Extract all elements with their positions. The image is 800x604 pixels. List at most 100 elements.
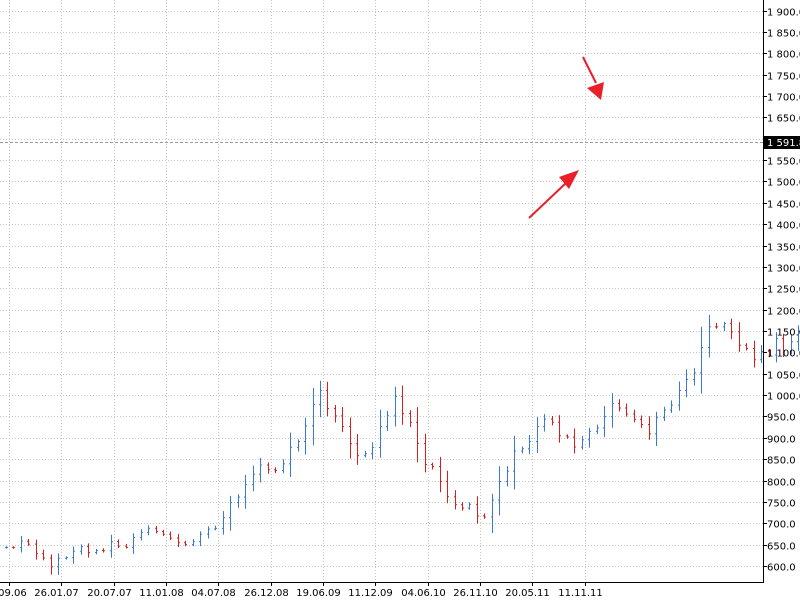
- ohlc-bar: [386, 410, 389, 431]
- y-tick-label: 700.0: [767, 520, 796, 531]
- ohlc-bar: [20, 536, 23, 553]
- x-tick-label: 01.09.06: [0, 588, 27, 599]
- ohlc-bar: [65, 556, 68, 560]
- ohlc-bar: [753, 340, 756, 368]
- ohlc-bar: [700, 326, 703, 394]
- arrow-down-head: [587, 82, 604, 100]
- ohlc-bar: [297, 439, 300, 452]
- ohlc-bar: [693, 368, 696, 386]
- ohlc-bar: [237, 494, 240, 508]
- x-tick-label: 26.01.07: [34, 588, 79, 599]
- ohlc-bar: [169, 531, 172, 541]
- ohlc-bar: [648, 416, 651, 440]
- arrow-up-head: [559, 170, 579, 189]
- x-tick-label: 20.07.07: [87, 588, 132, 599]
- ohlc-bar: [730, 318, 733, 340]
- ohlc-bar: [588, 427, 591, 448]
- ohlc-bar: [551, 416, 554, 426]
- ohlc-bar: [155, 526, 158, 534]
- ohlc-bar: [50, 554, 53, 575]
- y-tick-label: 1 700.0: [767, 93, 800, 104]
- ohlc-bar: [244, 474, 247, 509]
- ohlc-bar: [790, 334, 793, 355]
- y-tick-label: 900.0: [767, 435, 796, 446]
- ohlc-bar: [528, 434, 531, 455]
- ohlc-bar: [685, 369, 688, 398]
- ohlc-bar: [513, 435, 516, 490]
- ohlc-bar: [775, 332, 778, 363]
- ohlc-bar: [57, 553, 60, 575]
- ohlc-bar: [424, 433, 427, 473]
- ohlc-bar: [498, 466, 501, 516]
- ohlc-bar: [439, 456, 442, 493]
- ohlc-bar: [409, 410, 412, 428]
- x-tick-label: 11.01.08: [139, 588, 184, 599]
- ohlc-bar: [304, 417, 307, 455]
- ohlc-bar: [259, 458, 262, 483]
- annotation-arrows: [528, 56, 604, 219]
- ohlc-bar: [252, 465, 255, 492]
- ohlc-bar: [670, 400, 673, 413]
- ohlc-bar: [633, 409, 636, 423]
- ohlc-bar: [468, 502, 471, 510]
- ohlc-bar: [199, 531, 202, 547]
- ohlc-bar: [782, 333, 785, 357]
- x-tick-label: 11.11.11: [558, 588, 603, 599]
- ohlc-bar: [708, 314, 711, 358]
- ohlc-bar: [431, 462, 434, 470]
- ohlc-bar: [491, 493, 494, 533]
- ohlc-bar: [371, 442, 374, 460]
- y-tick-label: 1 500.0: [767, 178, 800, 189]
- y-tick-label: 1 200.0: [767, 307, 800, 318]
- ohlc-bar: [446, 470, 449, 504]
- ohlc-bar: [566, 434, 569, 439]
- ohlc-bar: [80, 544, 83, 555]
- y-tick-label: 1 450.0: [767, 200, 800, 211]
- ohlc-bar: [207, 526, 210, 539]
- ohlc-bar: [27, 538, 30, 546]
- ohlc-bar: [12, 546, 15, 549]
- ohlc-bar: [95, 548, 98, 555]
- grid-lines: [0, 0, 763, 582]
- ohlc-bar: [760, 345, 763, 364]
- y-tick-label: 1 400.0: [767, 221, 800, 232]
- y-tick-label: 1 100.0: [767, 349, 800, 360]
- y-tick-label: 1 900.0: [767, 8, 800, 19]
- y-tick-label: 1 750.0: [767, 72, 800, 83]
- y-tick-label: 800.0: [767, 478, 796, 489]
- ohlc-bar: [558, 415, 561, 443]
- ohlc-bar: [573, 428, 576, 454]
- ohlc-bar: [768, 348, 771, 358]
- y-tick-label: 850.0: [767, 456, 796, 467]
- ohlc-bar: [319, 380, 322, 418]
- ohlc-bar: [618, 399, 621, 412]
- ohlc-bar: [640, 415, 643, 428]
- ohlc-bar: [341, 407, 344, 433]
- ohlc-bar: [72, 546, 75, 564]
- ohlc-bar: [222, 511, 225, 535]
- ohlc-bar: [349, 417, 352, 459]
- y-tick-label: 1 800.0: [767, 50, 800, 61]
- ohlc-bar: [229, 495, 232, 531]
- y-tick-label: 1 050.0: [767, 371, 800, 382]
- ohlc-bar: [521, 446, 524, 454]
- y-tick-label: 1 850.0: [767, 29, 800, 40]
- arrow-up-shaft: [528, 182, 567, 219]
- x-tick-label: 20.05.11: [505, 588, 550, 599]
- ohlc-bar: [177, 533, 180, 547]
- ohlc-bar: [214, 525, 217, 531]
- ohlc-bar: [289, 432, 292, 478]
- ohlc-bar: [461, 502, 464, 511]
- ohlc-bar: [110, 534, 113, 558]
- y-tick-label: 1 550.0: [767, 157, 800, 168]
- price-bars: [5, 314, 800, 575]
- current-price-label: 1 591.8: [767, 138, 800, 149]
- ohlc-bar: [454, 490, 457, 510]
- ohlc-bar: [87, 543, 90, 558]
- ohlc-bar: [125, 543, 128, 549]
- ohlc-bar: [745, 343, 748, 351]
- ohlc-bar: [581, 435, 584, 450]
- ohlc-bar: [102, 548, 105, 553]
- ohlc-bar: [312, 387, 315, 446]
